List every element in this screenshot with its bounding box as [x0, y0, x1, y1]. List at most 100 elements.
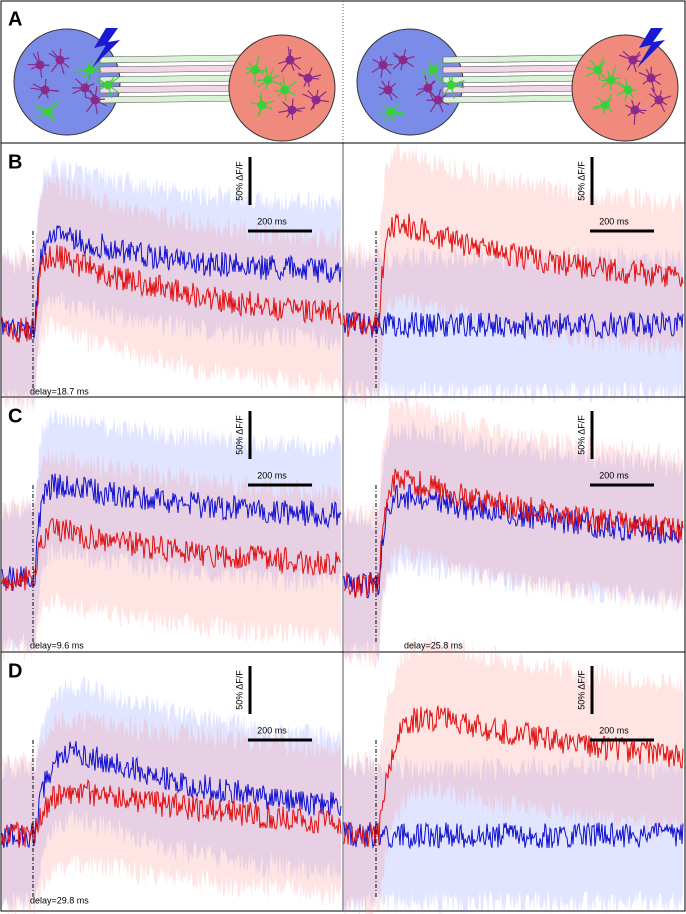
- dendrite: [618, 50, 644, 73]
- mean-trace: [1, 473, 342, 591]
- dendrite: [426, 89, 450, 113]
- neuron: [40, 85, 50, 95]
- error-band: [2, 709, 341, 914]
- projection: [99, 84, 241, 94]
- neuron: [90, 95, 100, 105]
- mean-trace: [1, 518, 342, 591]
- mean-trace: [343, 468, 684, 599]
- mean-trace: [1, 741, 342, 849]
- dendrite: [378, 80, 398, 101]
- neuron: [433, 95, 443, 105]
- scale-label-y: 50% ΔF/F: [234, 415, 244, 455]
- panel-label: B: [8, 151, 22, 173]
- neuron: [285, 55, 295, 65]
- projection: [99, 94, 241, 104]
- neuron: [257, 100, 267, 110]
- neuron: [428, 65, 438, 75]
- scale-label-x: 200 ms: [257, 470, 287, 480]
- labels: A B 50% ΔF/F 200 ms delay=18.7 ms 50% ΔF/F 200…: [8, 8, 654, 905]
- dendrite: [415, 75, 436, 102]
- dendrite: [638, 66, 662, 92]
- scale-label-x: 200 ms: [257, 725, 287, 735]
- dendrite: [35, 101, 60, 122]
- mean-trace: [343, 705, 684, 847]
- dendrite: [585, 56, 607, 82]
- dendrite: [377, 101, 406, 123]
- neuron: [606, 75, 616, 85]
- neuron: [287, 105, 297, 115]
- dendrite: [392, 49, 415, 71]
- scale-label-x: 200 ms: [599, 470, 629, 480]
- scale-label-x: 200 ms: [599, 725, 629, 735]
- neuron: [630, 105, 640, 115]
- neuron: [646, 73, 656, 83]
- neuron: [378, 60, 388, 70]
- dendrite: [371, 56, 393, 78]
- neuron: [398, 55, 408, 65]
- dendrite: [278, 46, 302, 73]
- neuron: [303, 73, 313, 83]
- dendrite: [245, 55, 266, 84]
- stimulus-bolt: [637, 28, 665, 68]
- dendrite: [419, 61, 445, 82]
- dendrite: [30, 79, 60, 99]
- projection: [442, 74, 584, 84]
- scale-label-y: 50% ΔF/F: [576, 415, 586, 455]
- neuron: [383, 85, 393, 95]
- neuron: [593, 65, 603, 75]
- dendrite: [438, 74, 465, 99]
- projection: [99, 64, 241, 74]
- projection: [442, 94, 584, 104]
- neuron: [43, 107, 53, 117]
- traces: [1, 142, 684, 914]
- delay-label: delay=29.8 ms: [30, 895, 89, 905]
- dendrite: [95, 76, 121, 99]
- dendrite: [302, 89, 329, 111]
- error-band: [344, 142, 683, 410]
- neuron: [600, 100, 610, 110]
- neuron: [311, 95, 321, 105]
- dendrite: [278, 98, 306, 120]
- dendrite: [297, 67, 322, 88]
- scale-label-x: 200 ms: [257, 216, 287, 226]
- projection: [442, 64, 584, 74]
- panel-label: D: [8, 660, 22, 682]
- error-band: [344, 395, 683, 670]
- scale-label-y: 50% ΔF/F: [234, 670, 244, 710]
- error-band: [344, 419, 683, 665]
- projection: [99, 74, 241, 84]
- stimulus-bolt: [92, 28, 120, 68]
- neuron: [80, 83, 90, 93]
- dendrite: [71, 75, 96, 98]
- dendrite: [616, 78, 638, 102]
- dendrite: [256, 66, 282, 90]
- mean-trace: [1, 244, 342, 343]
- dendrite: [625, 99, 647, 125]
- neuron: [263, 75, 273, 85]
- dendrite: [591, 94, 613, 115]
- neuron: [55, 55, 65, 65]
- error-band: [344, 634, 683, 914]
- error-band: [2, 407, 341, 658]
- dendrite: [27, 51, 50, 78]
- scale-label-y: 50% ΔF/F: [234, 161, 244, 201]
- neuron: [628, 55, 638, 65]
- dendrite: [648, 87, 672, 113]
- mean-trace: [1, 778, 342, 848]
- neuron: [654, 95, 664, 105]
- projection: [442, 84, 584, 94]
- dendrite: [601, 66, 621, 91]
- neuron: [103, 80, 113, 90]
- neuron: [423, 83, 433, 93]
- scale-label-y: 50% ΔF/F: [576, 161, 586, 201]
- mean-trace: [1, 225, 342, 340]
- schematic: [13, 28, 679, 142]
- dendrite: [48, 48, 70, 75]
- delay-label: delay=18.7 ms: [30, 386, 89, 396]
- projection: [442, 54, 584, 64]
- mean-trace: [343, 821, 684, 850]
- scale-label-x: 200 ms: [599, 216, 629, 226]
- neuron: [35, 60, 45, 70]
